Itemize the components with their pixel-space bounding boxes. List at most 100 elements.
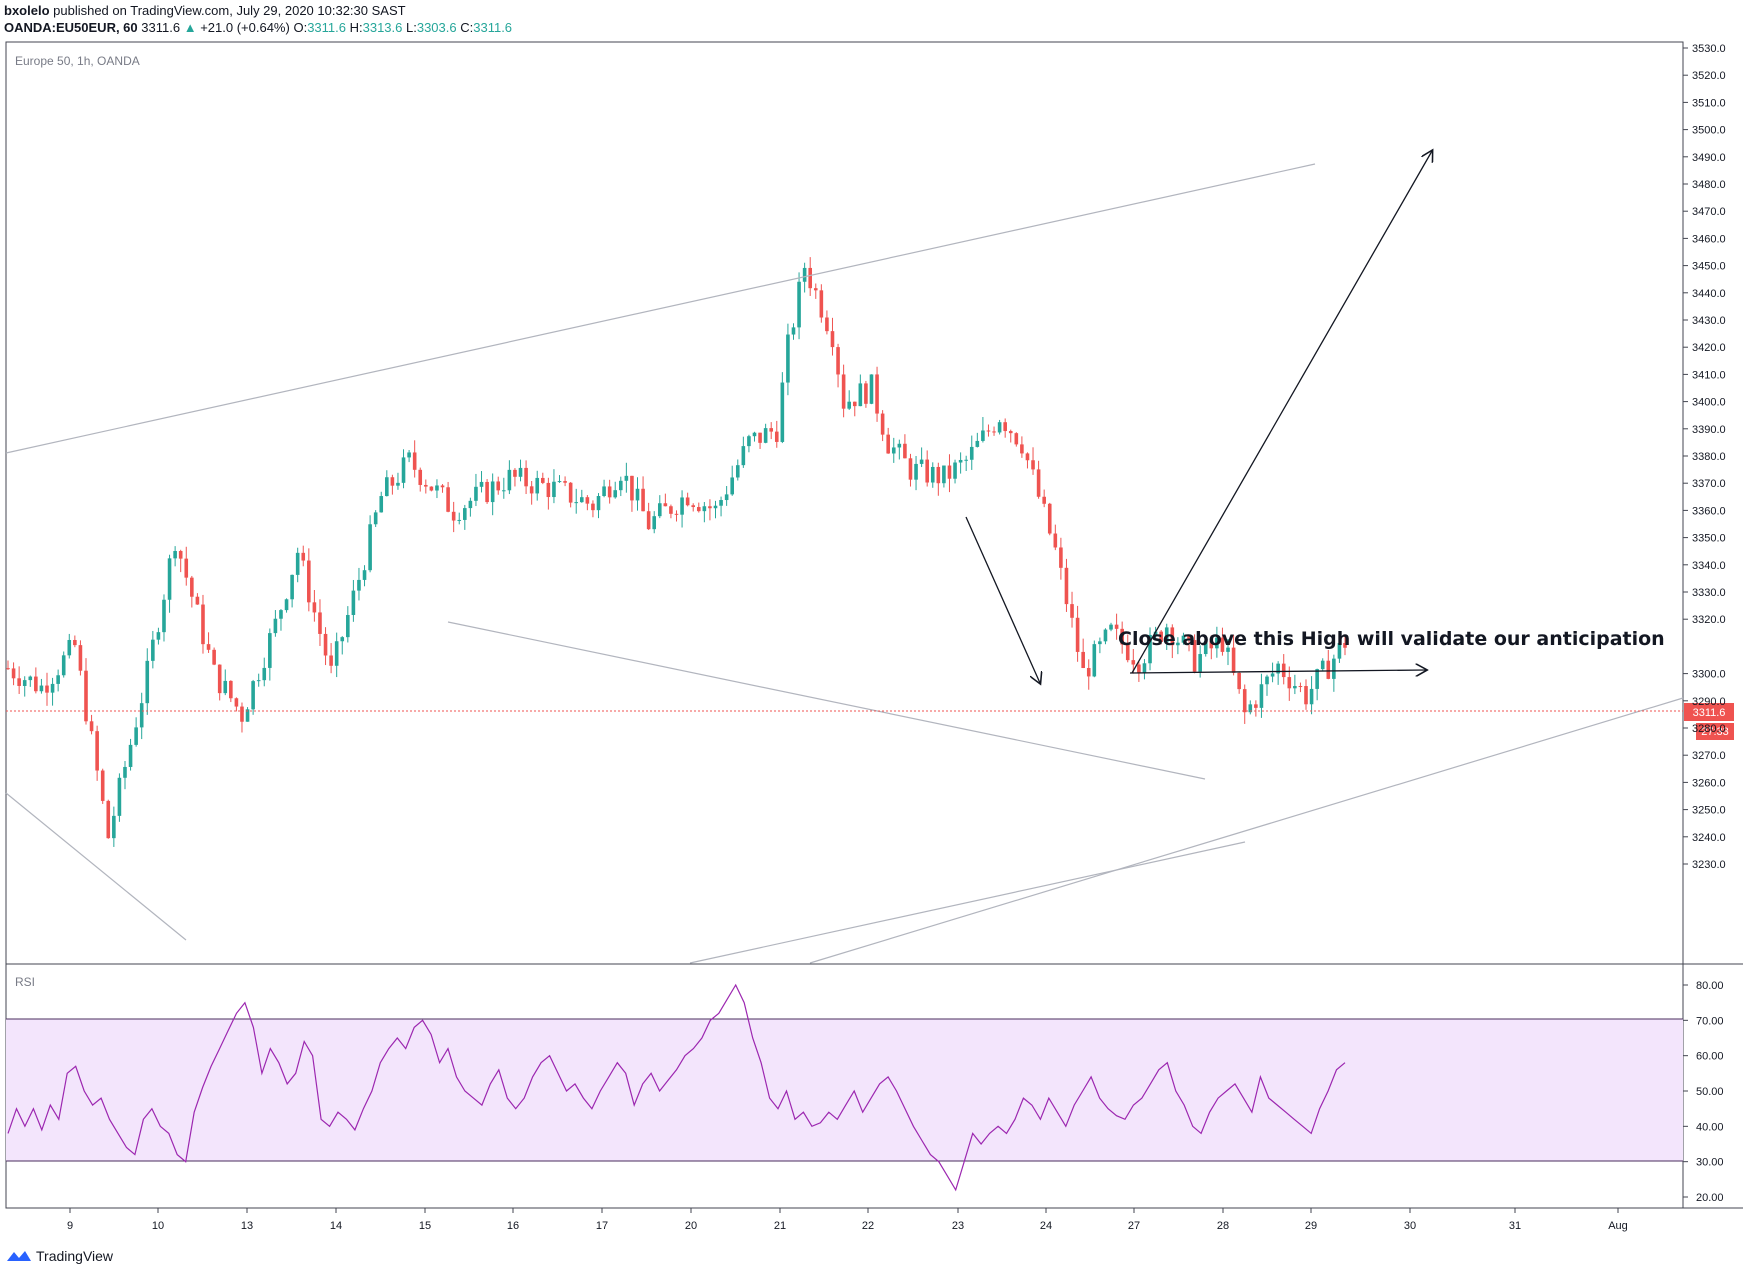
time-tick-label: 9 bbox=[67, 1220, 73, 1232]
candle-body bbox=[1014, 433, 1019, 445]
candle-body bbox=[624, 475, 629, 481]
candle-body bbox=[674, 513, 679, 515]
candle-body bbox=[1142, 663, 1147, 674]
candle-body bbox=[875, 374, 879, 414]
candle-body bbox=[128, 744, 133, 767]
publisher-name: bxolelo bbox=[4, 3, 50, 18]
rsi-tick-label: 60.00 bbox=[1696, 1051, 1724, 1063]
candle-body bbox=[568, 482, 573, 503]
time-tick-label: 27 bbox=[1128, 1220, 1140, 1232]
candle-body bbox=[557, 481, 562, 483]
candle-body bbox=[975, 440, 980, 447]
price-tick-label: 3400.0 bbox=[1692, 397, 1726, 409]
candle-body bbox=[1025, 453, 1030, 461]
candle-body bbox=[808, 267, 812, 289]
candle-body bbox=[1270, 673, 1275, 677]
rsi-tick-label: 80.00 bbox=[1696, 980, 1724, 992]
candle-body bbox=[1125, 644, 1130, 661]
candle-body bbox=[139, 703, 144, 728]
candle-body bbox=[869, 374, 874, 404]
candle-body bbox=[596, 496, 601, 511]
time-tick-label: 24 bbox=[1040, 1220, 1052, 1232]
upper-channel-line bbox=[5, 163, 1316, 454]
candle-body bbox=[424, 484, 428, 487]
time-tick-label: 22 bbox=[862, 1220, 874, 1232]
candle-body bbox=[50, 683, 55, 693]
candle-body bbox=[657, 503, 662, 517]
candle-body bbox=[301, 552, 306, 561]
candle-body bbox=[719, 500, 723, 506]
rsi-tick-label: 70.00 bbox=[1696, 1015, 1724, 1027]
price-tick-label: 3520.0 bbox=[1692, 70, 1726, 82]
candle-body bbox=[217, 664, 222, 694]
candle-body bbox=[535, 477, 540, 494]
candle-body bbox=[1326, 660, 1331, 679]
candle-body bbox=[630, 475, 634, 501]
candle-body bbox=[1231, 647, 1236, 673]
price-tick-label: 3480.0 bbox=[1692, 179, 1726, 191]
time-tick-label: 20 bbox=[685, 1220, 697, 1232]
candle-body bbox=[791, 327, 796, 335]
candle-body bbox=[574, 502, 579, 504]
time-tick-label: 13 bbox=[241, 1220, 253, 1232]
candle-body bbox=[1265, 676, 1269, 685]
candle-body bbox=[724, 494, 729, 501]
candle-body bbox=[362, 570, 367, 580]
candle-body bbox=[396, 482, 400, 486]
candle-body bbox=[201, 604, 205, 645]
candle-body bbox=[1309, 688, 1314, 705]
candle-body bbox=[61, 655, 66, 676]
candle-body bbox=[964, 459, 968, 461]
candle-body bbox=[981, 430, 985, 441]
candle-body bbox=[541, 477, 545, 483]
candle-body bbox=[958, 459, 963, 463]
candle-body bbox=[229, 680, 233, 699]
up-arrow-icon: ▲ bbox=[183, 20, 197, 35]
price-tick-label: 3500.0 bbox=[1692, 125, 1726, 137]
candle-body bbox=[1203, 640, 1208, 655]
candle-body bbox=[195, 596, 200, 605]
candle-body bbox=[969, 446, 974, 460]
candle-body bbox=[1070, 604, 1074, 618]
candle-body bbox=[1148, 634, 1152, 664]
candle-body bbox=[1220, 637, 1225, 652]
price-tick-label: 3460.0 bbox=[1692, 233, 1726, 245]
candle-body bbox=[284, 599, 289, 611]
candle-body bbox=[279, 610, 283, 619]
chart-canvas[interactable]: 3311.6 27:33 Europe 50, 1h, OANDA RSI Cl… bbox=[0, 0, 1743, 1240]
candle-body bbox=[618, 480, 623, 491]
secondary-support-line bbox=[689, 841, 1246, 964]
price-tick-label: 3290.0 bbox=[1692, 696, 1726, 708]
rsi-tick-label: 30.00 bbox=[1696, 1157, 1724, 1169]
price-badge bbox=[1684, 703, 1734, 721]
price-tick-label: 3470.0 bbox=[1692, 206, 1726, 218]
rsi-tick-label: 40.00 bbox=[1696, 1121, 1724, 1133]
candle-body bbox=[825, 317, 829, 332]
candle-body bbox=[6, 668, 10, 670]
countdown-text: 27:33 bbox=[1701, 726, 1729, 738]
candle-body bbox=[986, 430, 991, 432]
rsi-label: RSI bbox=[15, 975, 35, 989]
candle-body bbox=[1198, 654, 1202, 672]
candle-body bbox=[735, 465, 740, 478]
price-tick-label: 3300.0 bbox=[1692, 669, 1726, 681]
candle-body bbox=[240, 706, 244, 722]
rsi-band bbox=[6, 1019, 1683, 1161]
candle-body bbox=[813, 288, 818, 291]
candle-body bbox=[1226, 647, 1230, 652]
price-tick-label: 3270.0 bbox=[1692, 750, 1726, 762]
time-tick-label: 28 bbox=[1217, 1220, 1229, 1232]
candle-body bbox=[847, 401, 851, 409]
up-arrow bbox=[1131, 151, 1432, 674]
candle-body bbox=[741, 446, 746, 466]
candle-body bbox=[256, 680, 261, 682]
publish-line: bxolelo published on TradingView.com, Ju… bbox=[4, 3, 406, 18]
candle-body bbox=[1047, 503, 1052, 534]
time-tick-label: 16 bbox=[507, 1220, 519, 1232]
candle-body bbox=[669, 506, 673, 514]
candle-body bbox=[117, 777, 122, 816]
candle-body bbox=[747, 436, 751, 447]
price-tick-label: 3340.0 bbox=[1692, 560, 1726, 572]
candle-body bbox=[190, 577, 194, 597]
candle-body bbox=[474, 486, 478, 501]
